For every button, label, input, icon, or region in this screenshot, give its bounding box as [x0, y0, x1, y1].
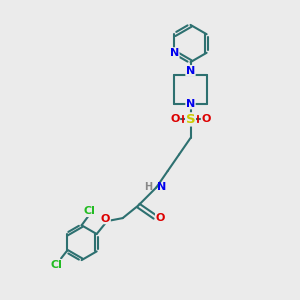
Text: O: O — [155, 213, 165, 224]
Text: S: S — [186, 113, 195, 126]
Text: O: O — [170, 114, 180, 124]
Text: N: N — [170, 48, 179, 58]
Text: O: O — [201, 114, 211, 124]
Text: Cl: Cl — [50, 260, 62, 270]
Text: Cl: Cl — [83, 206, 95, 217]
Text: N: N — [186, 65, 195, 76]
Text: N: N — [158, 182, 167, 193]
Text: N: N — [186, 99, 195, 109]
Text: O: O — [101, 214, 110, 224]
Text: H: H — [144, 182, 152, 192]
